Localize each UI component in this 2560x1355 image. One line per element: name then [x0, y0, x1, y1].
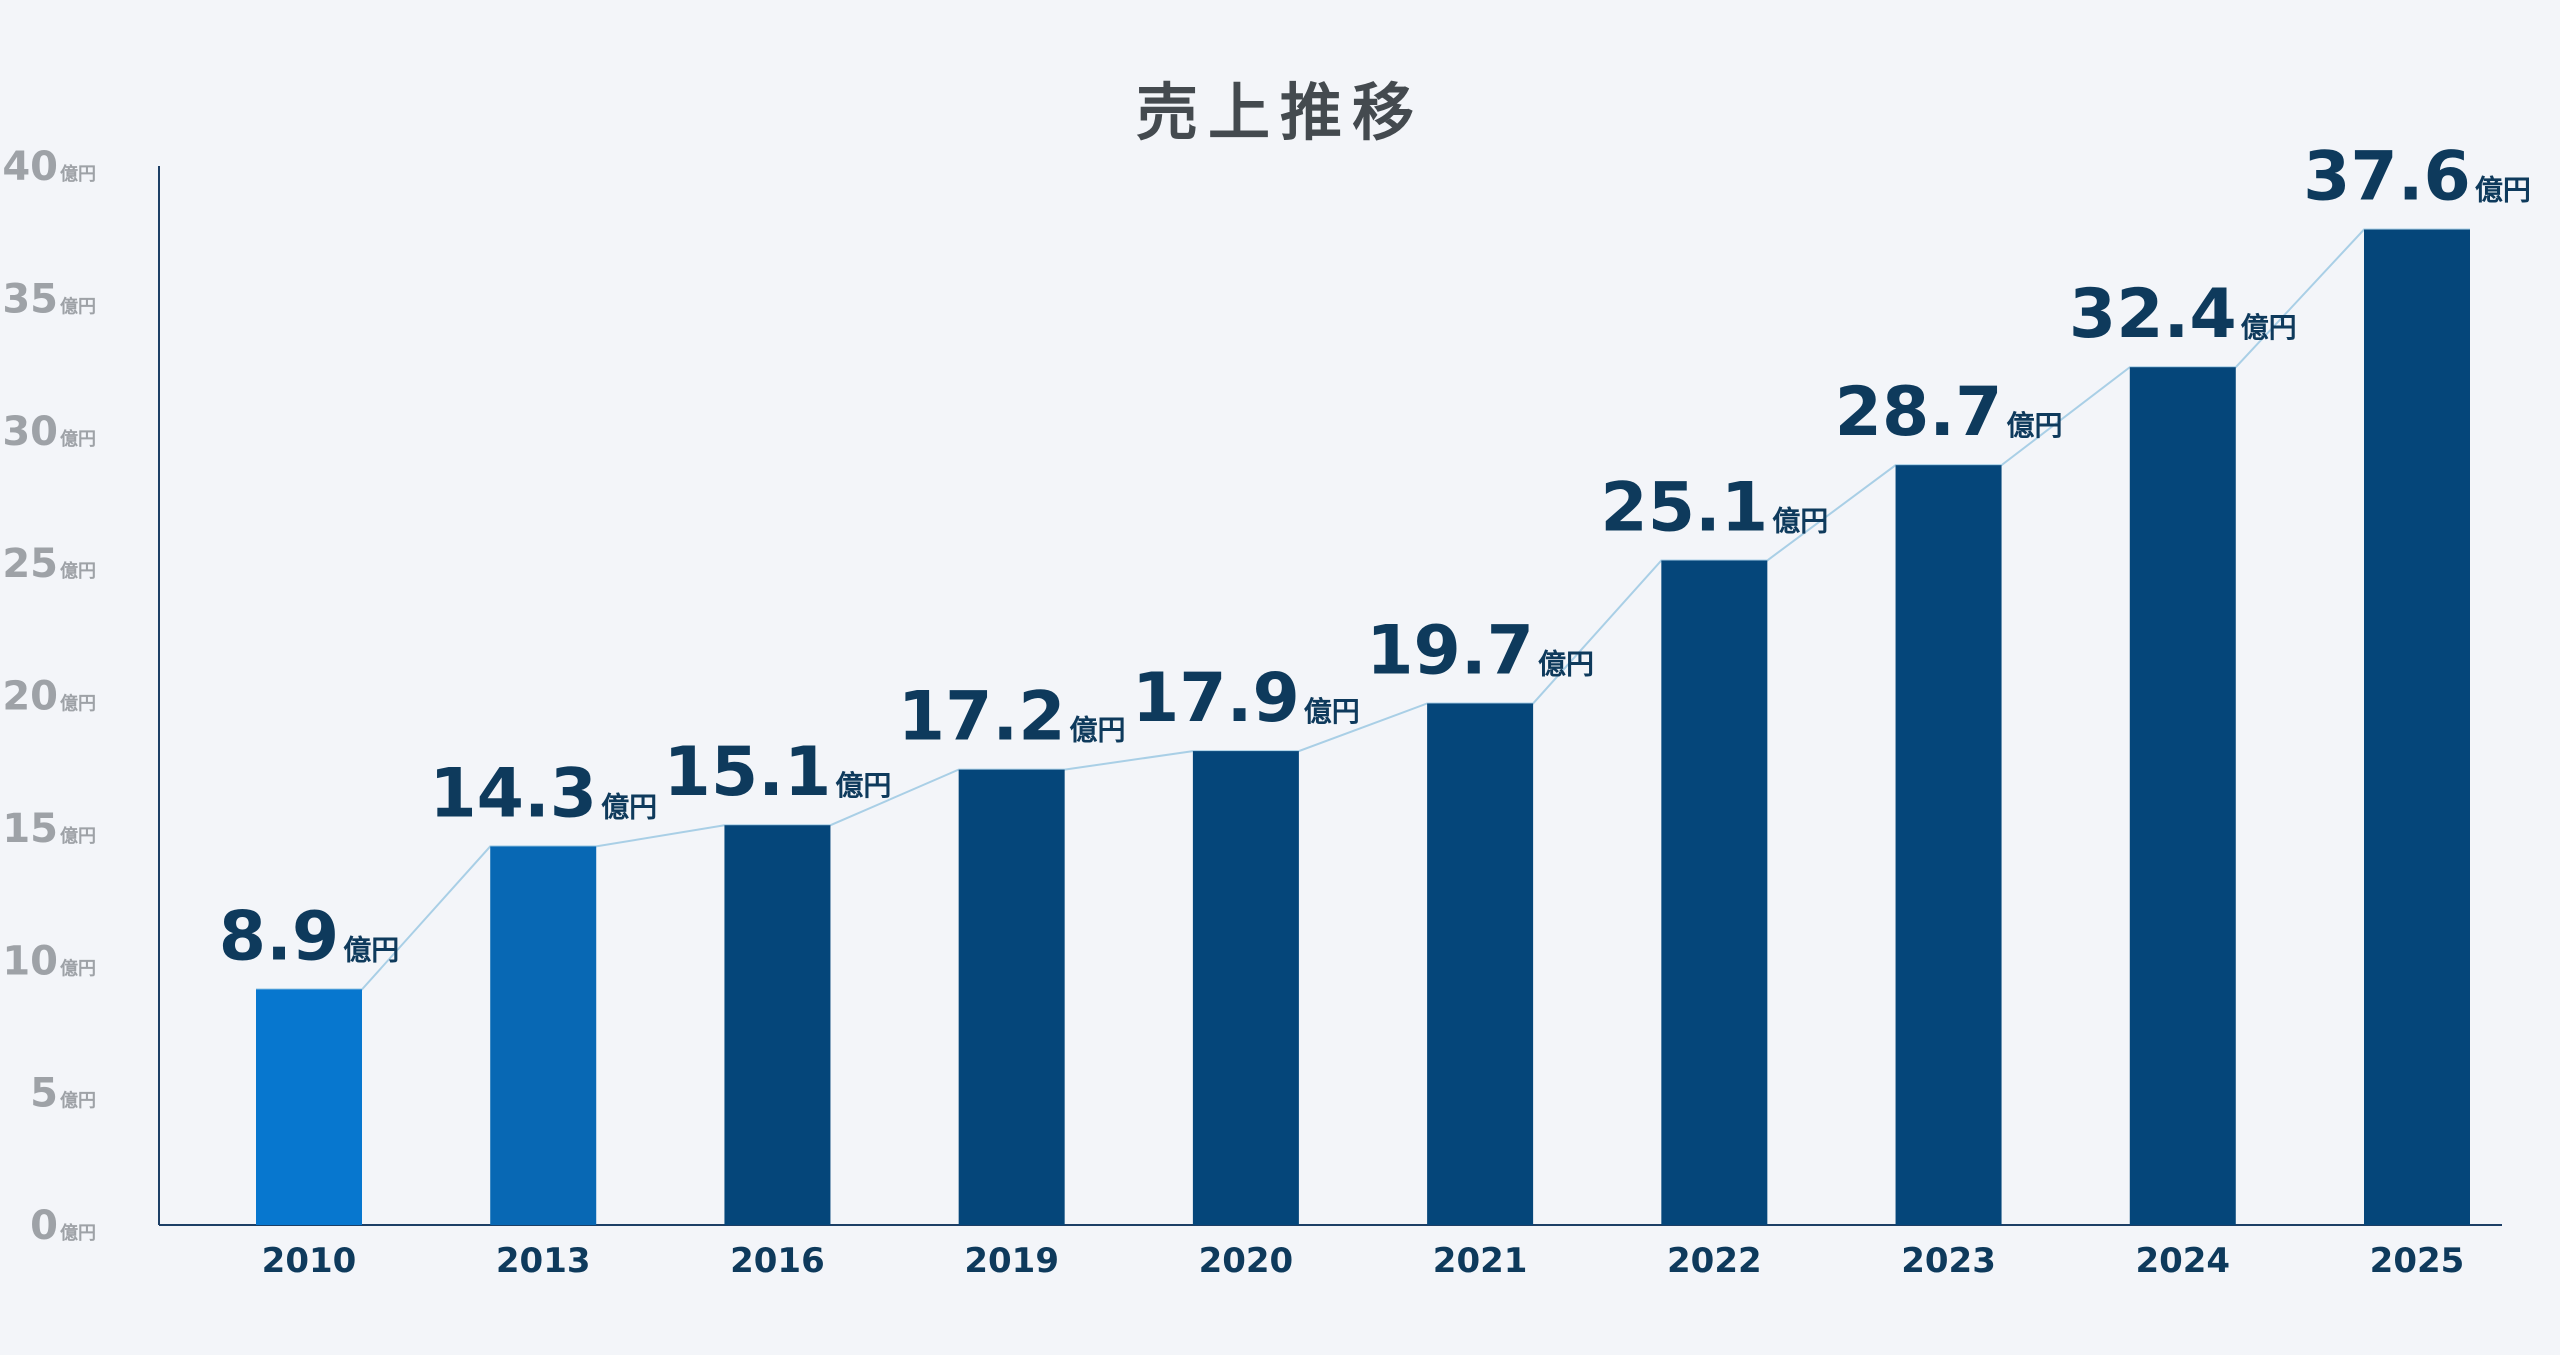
data-label-value: 28.7 [1835, 373, 2003, 452]
data-label-value: 14.3 [429, 754, 597, 833]
y-tick-value: 5 [30, 1071, 58, 1117]
bar-2013 [490, 846, 597, 1225]
data-label-value: 8.9 [219, 897, 339, 976]
y-tick-label: 25 億円 [2, 541, 96, 587]
data-label-unit: 億円 [1304, 695, 1360, 728]
bar-2016 [724, 825, 831, 1225]
data-label-value: 15.1 [664, 733, 832, 812]
data-label-unit: 億円 [2475, 174, 2531, 207]
x-tick-label: 2025 [2370, 1241, 2465, 1281]
y-tick-value: 15 [2, 806, 58, 852]
chart-title: 売上推移 [1135, 76, 1424, 149]
y-tick-unit: 億円 [60, 1222, 96, 1244]
x-tick-label: 2021 [1433, 1241, 1528, 1281]
y-tick-unit: 億円 [60, 1090, 96, 1112]
y-tick-unit: 億円 [60, 825, 96, 847]
x-tick-label: 2022 [1667, 1241, 1762, 1281]
y-tick-label: 30 億円 [2, 409, 96, 455]
data-label-unit: 億円 [2241, 311, 2297, 344]
bar-2024 [2129, 367, 2236, 1226]
y-tick-label: 5 億円 [30, 1071, 96, 1117]
y-tick-unit: 億円 [60, 957, 96, 979]
data-label: 8.9 億円 [219, 897, 399, 976]
bar-2020 [1192, 751, 1299, 1225]
x-tick-label: 2019 [964, 1241, 1059, 1281]
x-tick-label: 2020 [1199, 1241, 1294, 1281]
y-tick-value: 25 [2, 541, 58, 587]
y-tick-label: 20 億円 [2, 674, 96, 720]
bar-2025 [2364, 229, 2470, 1226]
y-tick-unit: 億円 [60, 560, 96, 582]
data-label-value: 32.4 [2069, 275, 2237, 354]
data-label-value: 19.7 [1366, 611, 1534, 690]
data-label-unit: 億円 [2006, 409, 2062, 442]
y-tick-label: 35 億円 [2, 276, 96, 322]
x-tick-label: 2010 [262, 1241, 357, 1281]
data-label-unit: 億円 [1070, 714, 1126, 747]
y-tick-unit: 億円 [60, 693, 96, 715]
bar-2023 [1895, 465, 2002, 1226]
data-label-unit: 億円 [1538, 647, 1594, 680]
bar-2019 [958, 769, 1065, 1225]
bar-2010 [256, 989, 362, 1225]
data-label-unit: 億円 [1772, 504, 1828, 537]
y-tick-value: 10 [2, 938, 58, 984]
y-tick-value: 40 [2, 144, 58, 190]
bar-2022 [1661, 560, 1768, 1225]
data-label: 14.3 億円 [429, 754, 657, 833]
y-tick-label: 40 億円 [2, 144, 96, 190]
x-tick-label: 2024 [2135, 1241, 2230, 1281]
data-label: 32.4 億円 [2069, 275, 2297, 354]
y-tick-value: 35 [2, 276, 58, 322]
data-label: 28.7 億円 [1835, 373, 2063, 452]
x-tick-label: 2013 [496, 1241, 591, 1281]
data-label-unit: 億円 [343, 933, 399, 966]
y-tick-label: 15 億円 [2, 806, 96, 852]
data-label: 17.9 億円 [1132, 659, 1360, 738]
y-tick-value: 30 [2, 409, 58, 455]
data-label-unit: 億円 [601, 790, 657, 823]
data-label-value: 37.6 [2303, 138, 2471, 217]
data-label: 17.2 億円 [898, 678, 1126, 757]
data-label-value: 17.9 [1132, 659, 1300, 738]
y-tick-value: 0 [30, 1203, 58, 1249]
y-tick-unit: 億円 [60, 295, 96, 317]
y-tick-label: 0 億円 [30, 1203, 96, 1249]
y-tick-unit: 億円 [60, 428, 96, 450]
trend-line [256, 228, 2470, 991]
y-tick-unit: 億円 [60, 163, 96, 185]
data-label-value: 17.2 [898, 678, 1066, 757]
y-tick-label: 10 億円 [2, 938, 96, 984]
data-label: 19.7 億円 [1366, 611, 1594, 690]
x-tick-label: 2023 [1901, 1241, 1996, 1281]
bar-2021 [1427, 703, 1534, 1225]
data-label: 37.6 億円 [2303, 138, 2531, 217]
x-tick-label: 2016 [730, 1241, 825, 1281]
data-label-value: 25.1 [1600, 468, 1768, 547]
data-label: 25.1 億円 [1600, 468, 1828, 547]
data-label-unit: 億円 [835, 769, 891, 802]
y-tick-value: 20 [2, 674, 58, 720]
data-label: 15.1 億円 [664, 733, 892, 812]
